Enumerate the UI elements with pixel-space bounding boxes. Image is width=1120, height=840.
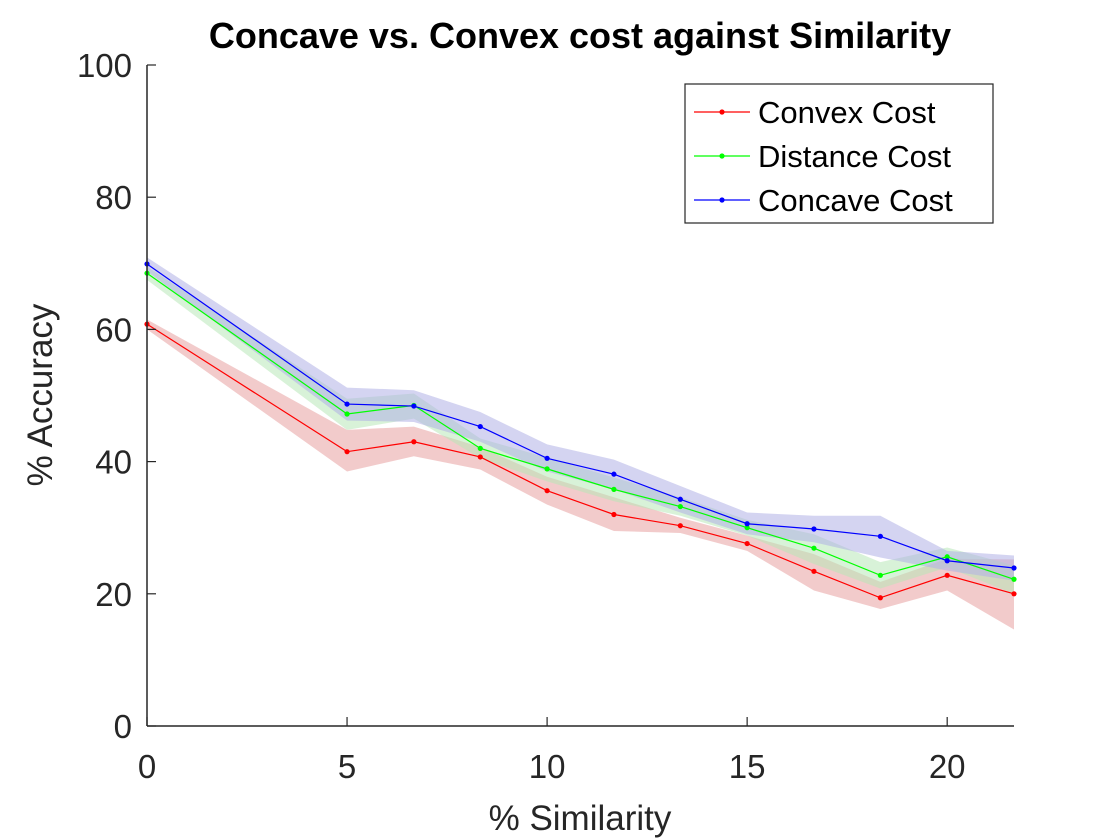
- point-concave-cost: [611, 471, 617, 477]
- point-distance-cost: [477, 445, 483, 451]
- point-concave-cost: [877, 533, 883, 539]
- point-convex-cost: [477, 454, 483, 460]
- point-concave-cost: [1011, 565, 1017, 571]
- line-convex-cost: [146, 323, 1015, 599]
- point-distance-cost: [1011, 576, 1017, 582]
- line-distance-cost: [146, 272, 1015, 580]
- x-axis-ticks: 0 5 10 15 20: [138, 717, 966, 785]
- point-distance-cost: [544, 466, 550, 472]
- y-tick-label: 0: [114, 708, 132, 745]
- point-concave-cost: [677, 496, 683, 502]
- point-concave-cost: [477, 423, 483, 430]
- point-distance-cost: [677, 503, 683, 510]
- point-concave-cost: [944, 558, 950, 564]
- legend-marker: [719, 197, 725, 203]
- point-convex-cost: [611, 511, 617, 518]
- x-tick-label: 5: [338, 748, 356, 785]
- point-convex-cost: [811, 568, 817, 574]
- point-convex-cost: [744, 540, 750, 547]
- legend-label: Concave Cost: [758, 183, 953, 218]
- point-concave-cost: [744, 521, 750, 527]
- chart-title: Concave vs. Convex cost against Similari…: [209, 15, 951, 56]
- point-convex-cost: [344, 449, 350, 455]
- x-tick-label: 15: [729, 748, 766, 785]
- legend-marker: [719, 153, 725, 159]
- y-tick-label: 20: [95, 576, 132, 613]
- y-axis-ticks: 0 20 40 60 80 100: [77, 47, 156, 745]
- point-distance-cost: [611, 486, 617, 492]
- y-tick-label: 80: [95, 179, 132, 216]
- point-concave-cost: [544, 455, 550, 461]
- point-convex-cost: [677, 523, 683, 529]
- legend-label: Distance Cost: [758, 139, 951, 174]
- point-concave-cost: [811, 526, 817, 532]
- point-concave-cost: [344, 401, 350, 407]
- point-convex-cost: [411, 439, 417, 445]
- point-concave-cost: [411, 403, 417, 409]
- point-convex-cost: [944, 572, 950, 578]
- point-convex-cost: [1011, 591, 1017, 597]
- confidence-bands: [147, 257, 1014, 630]
- x-tick-label: 0: [138, 748, 156, 785]
- legend-marker: [719, 109, 725, 115]
- point-distance-cost: [877, 572, 883, 578]
- point-distance-cost: [944, 554, 950, 560]
- y-tick-label: 40: [95, 444, 132, 481]
- point-convex-cost: [544, 488, 550, 494]
- point-distance-cost: [344, 411, 350, 417]
- y-axis-label: % Accuracy: [21, 303, 60, 486]
- line-concave-cost: [146, 263, 1015, 569]
- point-distance-cost: [744, 525, 750, 531]
- x-tick-label: 10: [529, 748, 566, 785]
- x-tick-label: 20: [929, 748, 966, 785]
- x-axis-label: % Similarity: [489, 799, 672, 838]
- point-convex-cost: [877, 595, 883, 601]
- series-lines: [144, 261, 1017, 601]
- legend-label: Convex Cost: [758, 95, 936, 130]
- point-distance-cost: [811, 545, 817, 551]
- band-concave-cost: [147, 257, 1014, 581]
- y-tick-label: 100: [77, 47, 132, 84]
- legend: Convex Cost Distance Cost Concave Cost: [684, 83, 994, 224]
- y-tick-label: 60: [95, 311, 132, 348]
